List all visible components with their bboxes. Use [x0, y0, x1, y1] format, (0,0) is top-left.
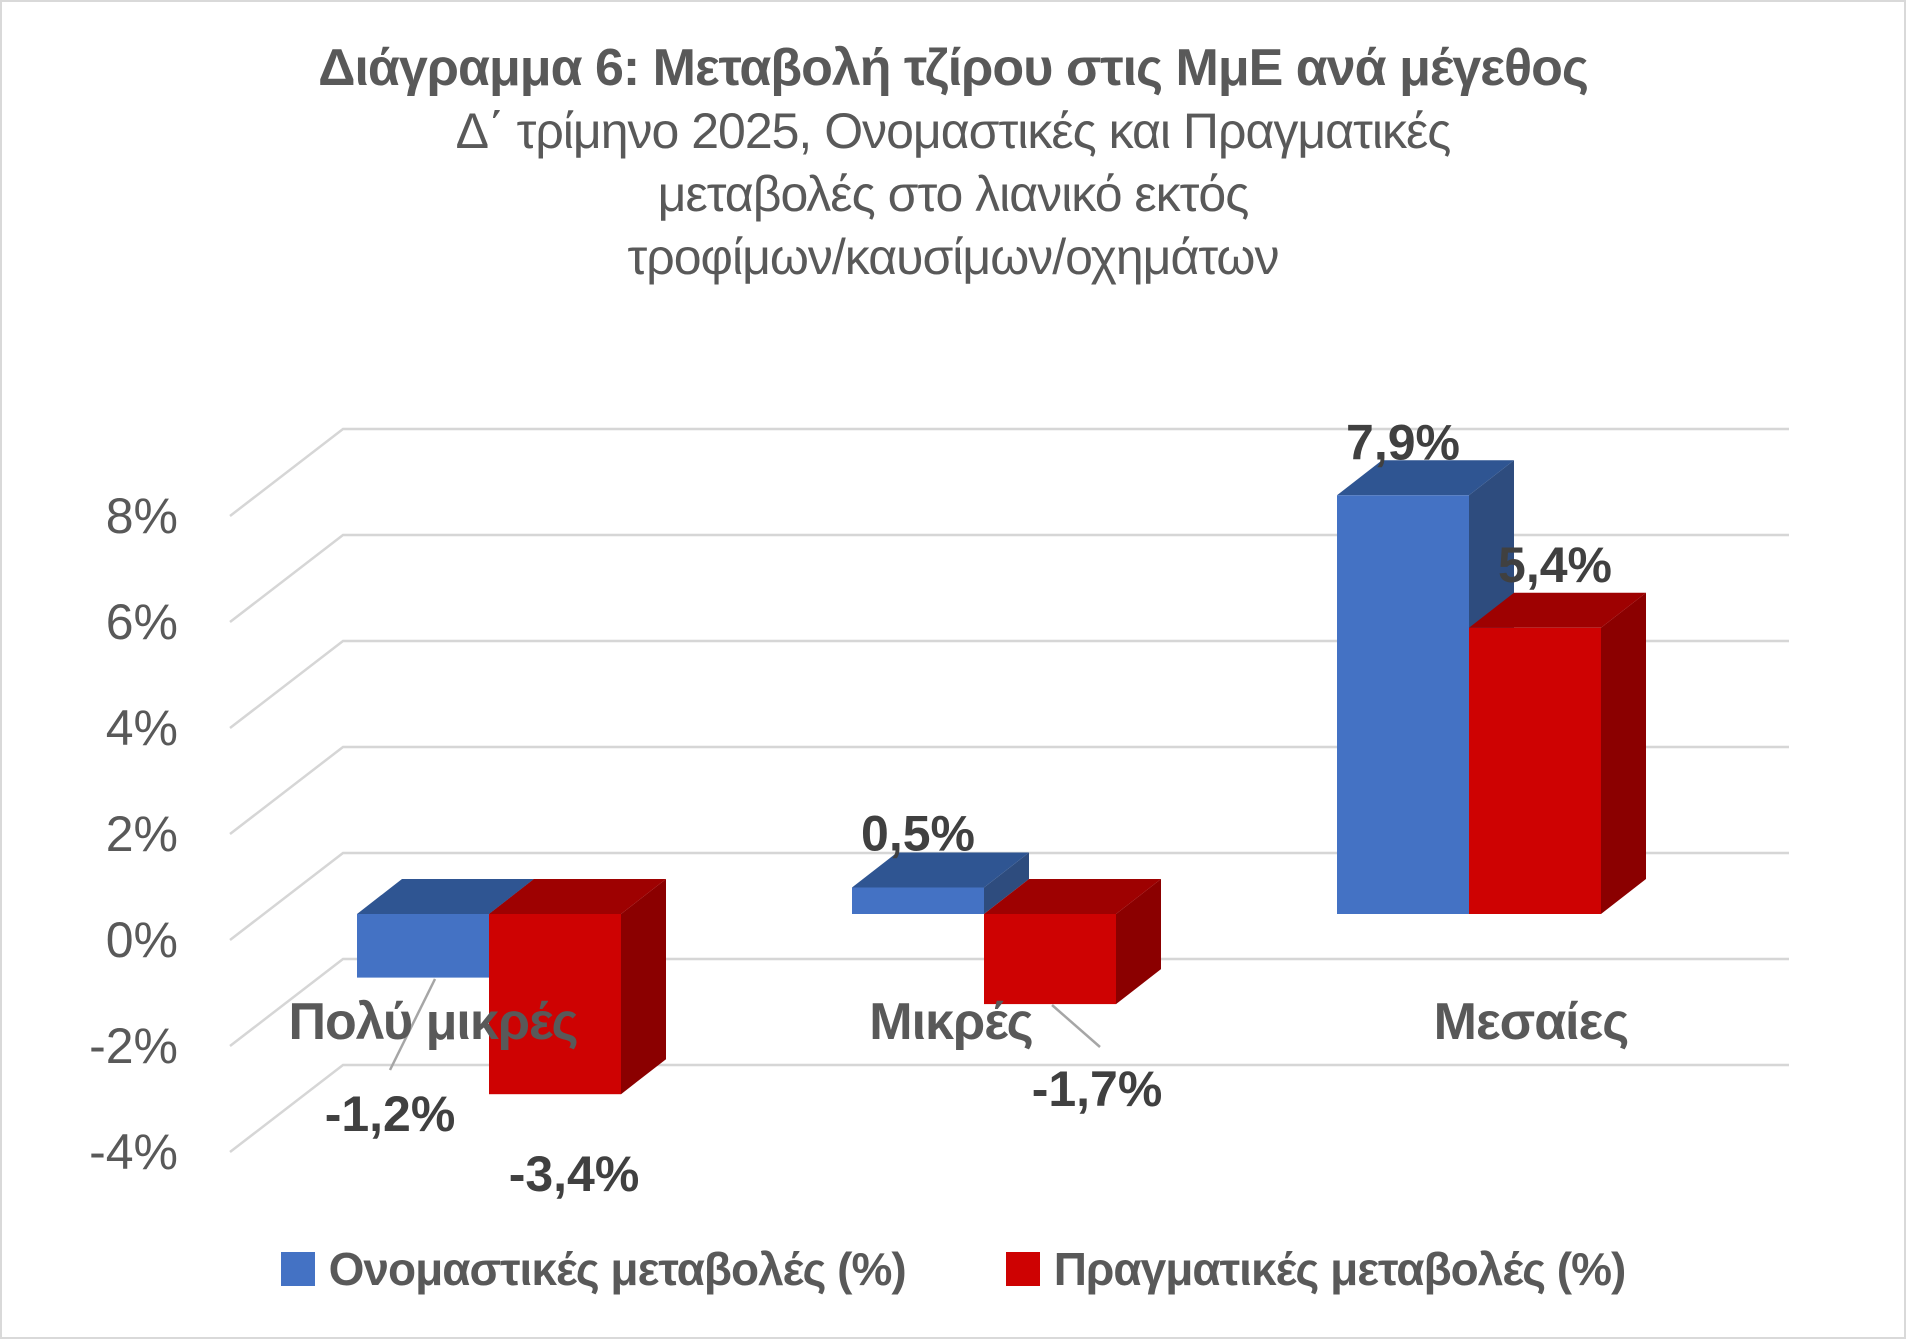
data-label-s0-c1: 0,5%	[861, 806, 975, 862]
gridline-8%	[229, 427, 1789, 517]
bar-s0-c2-front-face	[1337, 495, 1469, 914]
gridline-6%	[229, 533, 1789, 623]
bar-s1-c1-side-face	[1116, 879, 1161, 1005]
data-label-s0-c2: 7,9%	[1346, 414, 1460, 470]
legend-label-real: Πραγματικές μεταβολές (%)	[1053, 1243, 1627, 1295]
bar-s1-c1-top-face	[984, 879, 1161, 914]
gridline-2%	[229, 745, 1789, 835]
bar-s1-c0-side-face	[621, 879, 666, 1095]
gridline-0%	[229, 851, 1789, 941]
data-label-leader-s1-c1	[1051, 1004, 1101, 1048]
gridline--2%	[229, 957, 1789, 1047]
bar-s1-c1-front-face	[984, 914, 1116, 1005]
legend-swatch-nominal	[280, 1252, 315, 1286]
bar-s0-c2-top-face	[1337, 460, 1514, 496]
bar-s1-c2-side-face	[1601, 592, 1646, 914]
y-axis-tick-2%: 2%	[106, 806, 178, 862]
y-axis-tick--2%: -2%	[89, 1018, 178, 1074]
bar-s0-c0-front-face	[357, 914, 489, 978]
category-label-0: Πολύ μικρές	[288, 993, 577, 1051]
bar-s1-c0-front-face	[489, 914, 621, 1095]
bar-s0-c1-top-face	[852, 852, 1029, 888]
bar-s0-c1-front-face	[852, 887, 984, 914]
bar-s1-c0-top-face	[489, 879, 666, 914]
data-label-s1-c0: -3,4%	[509, 1146, 640, 1202]
gridline-4%	[229, 639, 1789, 729]
legend-item-real: Πραγματικές μεταβολές (%)	[1005, 1242, 1627, 1296]
bar-s0-c0-top-face	[357, 879, 534, 914]
bar-s0-c1-side-face	[984, 852, 1029, 914]
bar-s1-c2-front-face	[1469, 627, 1601, 914]
bar-s1-c2-top-face	[1469, 592, 1646, 628]
y-axis-tick-6%: 6%	[106, 594, 178, 650]
y-axis-tick-0%: 0%	[106, 912, 178, 968]
chart-legend: Ονομαστικές μεταβολές (%) Πραγματικές με…	[2, 1242, 1904, 1296]
legend-label-nominal: Ονομαστικές μεταβολές (%)	[328, 1243, 907, 1295]
data-label-leader-s0-c0	[388, 978, 437, 1071]
y-axis-tick-4%: 4%	[106, 700, 178, 756]
data-label-s1-c2: 5,4%	[1498, 537, 1612, 593]
data-label-s0-c0: -1,2%	[325, 1086, 456, 1142]
y-axis-tick--4%: -4%	[89, 1124, 178, 1180]
data-label-s1-c1: -1,7%	[1032, 1061, 1163, 1117]
gridline--4%	[229, 1063, 1789, 1153]
legend-swatch-real	[1005, 1252, 1040, 1286]
legend-item-nominal: Ονομαστικές μεταβολές (%)	[280, 1242, 907, 1296]
y-axis-tick-8%: 8%	[106, 488, 178, 544]
category-label-2: Μεσαίες	[1434, 993, 1629, 1051]
category-label-1: Μικρές	[869, 993, 1032, 1051]
